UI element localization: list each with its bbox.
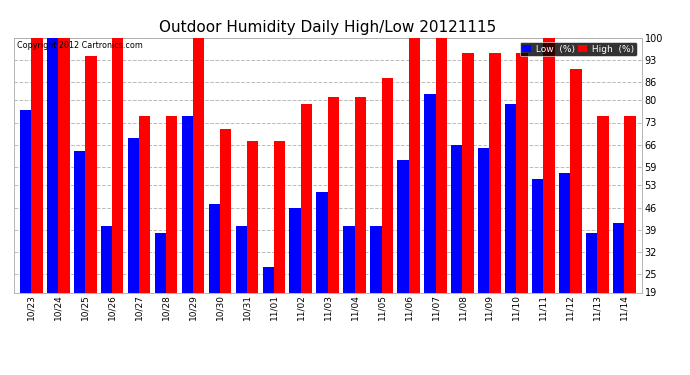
Bar — [328, 98, 339, 292]
Bar — [193, 38, 204, 292]
Bar — [559, 173, 571, 292]
Bar — [290, 207, 301, 292]
Bar — [301, 104, 312, 292]
Bar — [85, 56, 97, 292]
Bar — [247, 141, 258, 292]
Bar — [543, 38, 555, 292]
Bar — [532, 179, 543, 292]
Bar — [235, 226, 247, 292]
Bar — [128, 138, 139, 292]
Bar — [424, 94, 435, 292]
Bar — [181, 116, 193, 292]
Bar — [220, 129, 231, 292]
Bar — [624, 116, 635, 292]
Bar — [317, 192, 328, 292]
Bar — [101, 226, 112, 292]
Bar — [505, 104, 516, 292]
Bar — [571, 69, 582, 292]
Bar — [355, 98, 366, 292]
Bar — [47, 38, 58, 292]
Bar — [397, 160, 408, 292]
Bar — [613, 223, 624, 292]
Bar — [74, 151, 85, 292]
Bar — [166, 116, 177, 292]
Bar — [31, 38, 43, 292]
Bar — [408, 38, 420, 292]
Bar — [382, 78, 393, 292]
Bar — [435, 38, 447, 292]
Bar — [262, 267, 274, 292]
Bar — [462, 53, 474, 292]
Bar — [139, 116, 150, 292]
Text: Copyright 2012 Cartronics.com: Copyright 2012 Cartronics.com — [17, 41, 143, 50]
Bar — [478, 148, 489, 292]
Bar — [586, 232, 598, 292]
Bar — [112, 38, 124, 292]
Bar — [344, 226, 355, 292]
Legend:  Low  (%),  High  (%): Low (%), High (%) — [520, 42, 637, 56]
Bar — [516, 53, 528, 292]
Bar — [371, 226, 382, 292]
Bar — [489, 53, 501, 292]
Bar — [58, 38, 70, 292]
Bar — [274, 141, 285, 292]
Bar — [598, 116, 609, 292]
Bar — [208, 204, 220, 292]
Bar — [20, 110, 31, 292]
Bar — [451, 144, 462, 292]
Title: Outdoor Humidity Daily High/Low 20121115: Outdoor Humidity Daily High/Low 20121115 — [159, 20, 496, 35]
Bar — [155, 232, 166, 292]
